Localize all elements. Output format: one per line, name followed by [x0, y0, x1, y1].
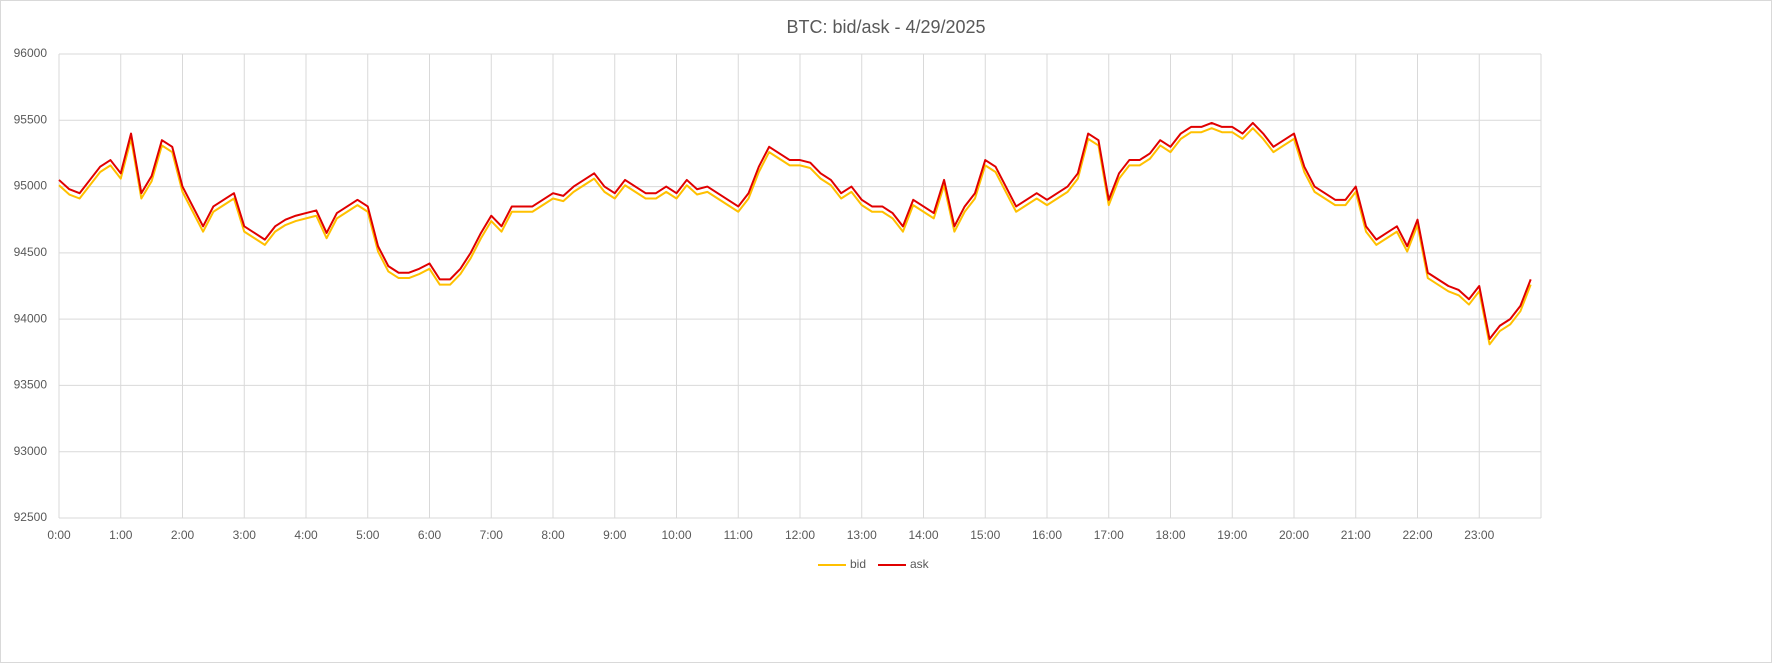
series-line: [58, 127, 1532, 346]
x-tick-label: 7:00: [480, 528, 504, 542]
x-tick-label: 19:00: [1217, 528, 1247, 542]
y-tick-label: 94500: [14, 245, 48, 259]
y-tick-label: 96000: [14, 46, 48, 60]
x-tick-label: 13:00: [847, 528, 877, 542]
x-tick-label: 9:00: [603, 528, 627, 542]
x-tick-label: 10:00: [661, 528, 691, 542]
x-tick-label: 5:00: [356, 528, 380, 542]
x-tick-label: 2:00: [171, 528, 195, 542]
x-tick-label: 0:00: [47, 528, 71, 542]
x-tick-label: 15:00: [970, 528, 1000, 542]
legend-label: ask: [910, 557, 930, 571]
x-tick-label: 12:00: [785, 528, 815, 542]
x-tick-label: 16:00: [1032, 528, 1062, 542]
x-tick-label: 18:00: [1155, 528, 1185, 542]
series-line: [58, 121, 1532, 341]
x-tick-label: 21:00: [1341, 528, 1371, 542]
y-tick-label: 94000: [14, 311, 48, 325]
x-tick-label: 1:00: [109, 528, 133, 542]
x-tick-label: 8:00: [541, 528, 565, 542]
x-tick-label: 4:00: [294, 528, 318, 542]
chart-title: BTC: bid/ask - 4/29/2025: [786, 17, 985, 37]
x-tick-label: 3:00: [233, 528, 257, 542]
y-tick-label: 93000: [14, 444, 48, 458]
y-tick-label: 92500: [14, 510, 48, 524]
x-tick-label: 23:00: [1464, 528, 1494, 542]
x-tick-label: 14:00: [908, 528, 938, 542]
y-tick-label: 95500: [14, 112, 48, 126]
x-tick-label: 6:00: [418, 528, 442, 542]
x-tick-label: 20:00: [1279, 528, 1309, 542]
y-tick-label: 95000: [14, 179, 48, 193]
x-tick-label: 11:00: [724, 528, 753, 542]
legend-label: bid: [850, 557, 866, 571]
y-tick-label: 93500: [14, 378, 48, 392]
x-tick-label: 17:00: [1094, 528, 1124, 542]
x-tick-label: 22:00: [1402, 528, 1432, 542]
